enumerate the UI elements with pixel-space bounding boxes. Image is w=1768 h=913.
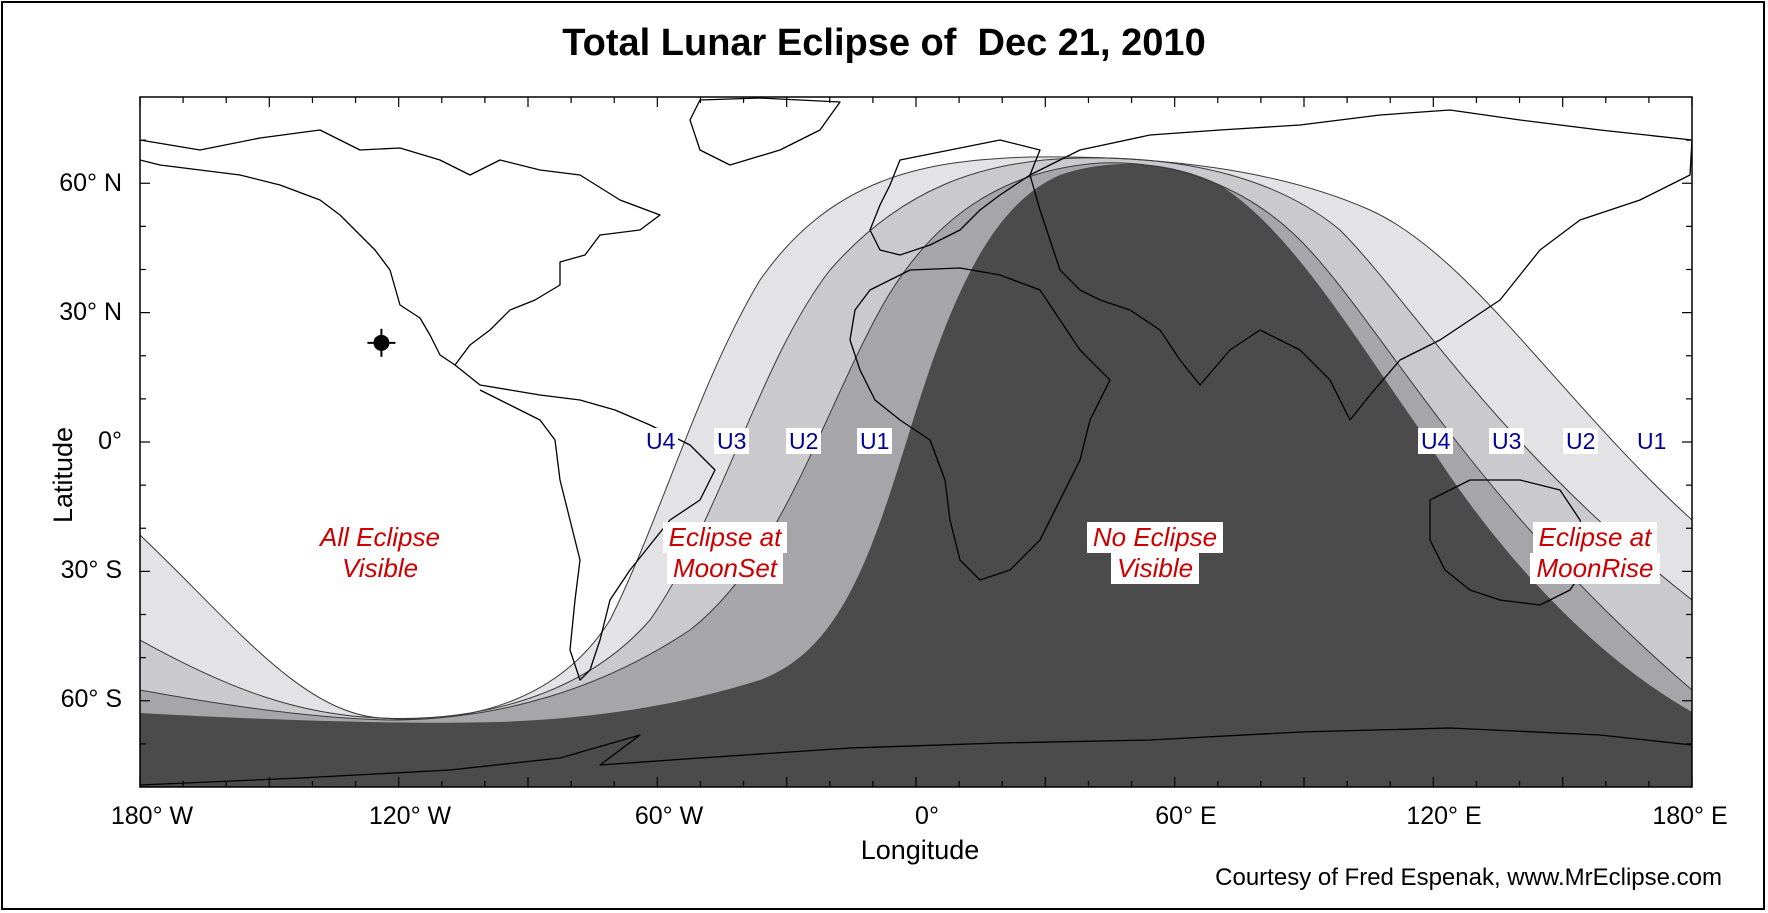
north-america-outline (140, 129, 661, 366)
contact-west-u4: U4 (643, 428, 679, 454)
lon-tick-120e: 120° E (1406, 802, 1482, 830)
region-moonrise: Eclipse at MoonRise (1510, 522, 1680, 584)
antarctica-outline (140, 727, 1692, 786)
region-no-eclipse: No Eclipse Visible (1065, 522, 1245, 584)
region-moonrise-line1: Eclipse at (1532, 522, 1658, 553)
coastlines (140, 97, 1692, 786)
lon-tick-180e: 180° E (1652, 802, 1728, 830)
axis-ticks (139, 97, 1693, 787)
contact-east-u3: U3 (1489, 428, 1525, 454)
lon-tick-180w: 180° W (110, 802, 194, 830)
region-no-eclipse-line1: No Eclipse (1086, 522, 1224, 553)
lat-tick-30s: 30° S (60, 556, 122, 584)
south-america-outline (454, 364, 716, 681)
zone-boundaries (140, 156, 1692, 721)
region-moonset-line1: Eclipse at (662, 522, 788, 553)
x-axis-label: Longitude (860, 835, 980, 865)
sublunar-point-marker (367, 328, 396, 357)
asia-outline (1029, 109, 1692, 421)
lon-tick-60e: 60° E (1155, 802, 1217, 830)
contact-west-u1: U1 (857, 428, 893, 454)
region-no-eclipse-line2: Visible (1110, 553, 1200, 584)
australia-outline (1429, 479, 1591, 606)
lat-tick-60n: 60° N (59, 169, 122, 197)
contact-west-u2: U2 (786, 428, 822, 454)
map-title: Total Lunar Eclipse of Dec 21, 2010 (562, 22, 1206, 64)
europe-outline (869, 139, 1041, 256)
contact-east-u4: U4 (1418, 428, 1454, 454)
lon-tick-60w: 60° W (634, 802, 704, 830)
lat-tick-60s: 60° S (60, 685, 122, 713)
contact-east-u1: U1 (1634, 428, 1670, 454)
africa-outline (849, 267, 1111, 581)
lon-tick-0: 0° (915, 802, 939, 830)
contact-west-u3: U3 (714, 428, 750, 454)
credit-text: Courtesy of Fred Espenak, www.MrEclipse.… (1215, 864, 1722, 891)
region-moonset-line2: MoonSet (666, 553, 784, 584)
contact-east-u2: U2 (1563, 428, 1599, 454)
region-moonrise-line2: MoonRise (1530, 553, 1660, 584)
region-moonset: Eclipse at MoonSet (640, 522, 810, 584)
lat-tick-0: 0° (98, 427, 122, 455)
region-all-eclipse-line1: All Eclipse (320, 522, 440, 552)
region-all-eclipse-line2: Visible (341, 553, 419, 583)
lon-tick-120w: 120° W (368, 802, 452, 830)
lat-tick-30n: 30° N (59, 298, 122, 326)
no-eclipse-zone (140, 163, 1692, 787)
region-all-eclipse: All Eclipse Visible (290, 522, 470, 584)
